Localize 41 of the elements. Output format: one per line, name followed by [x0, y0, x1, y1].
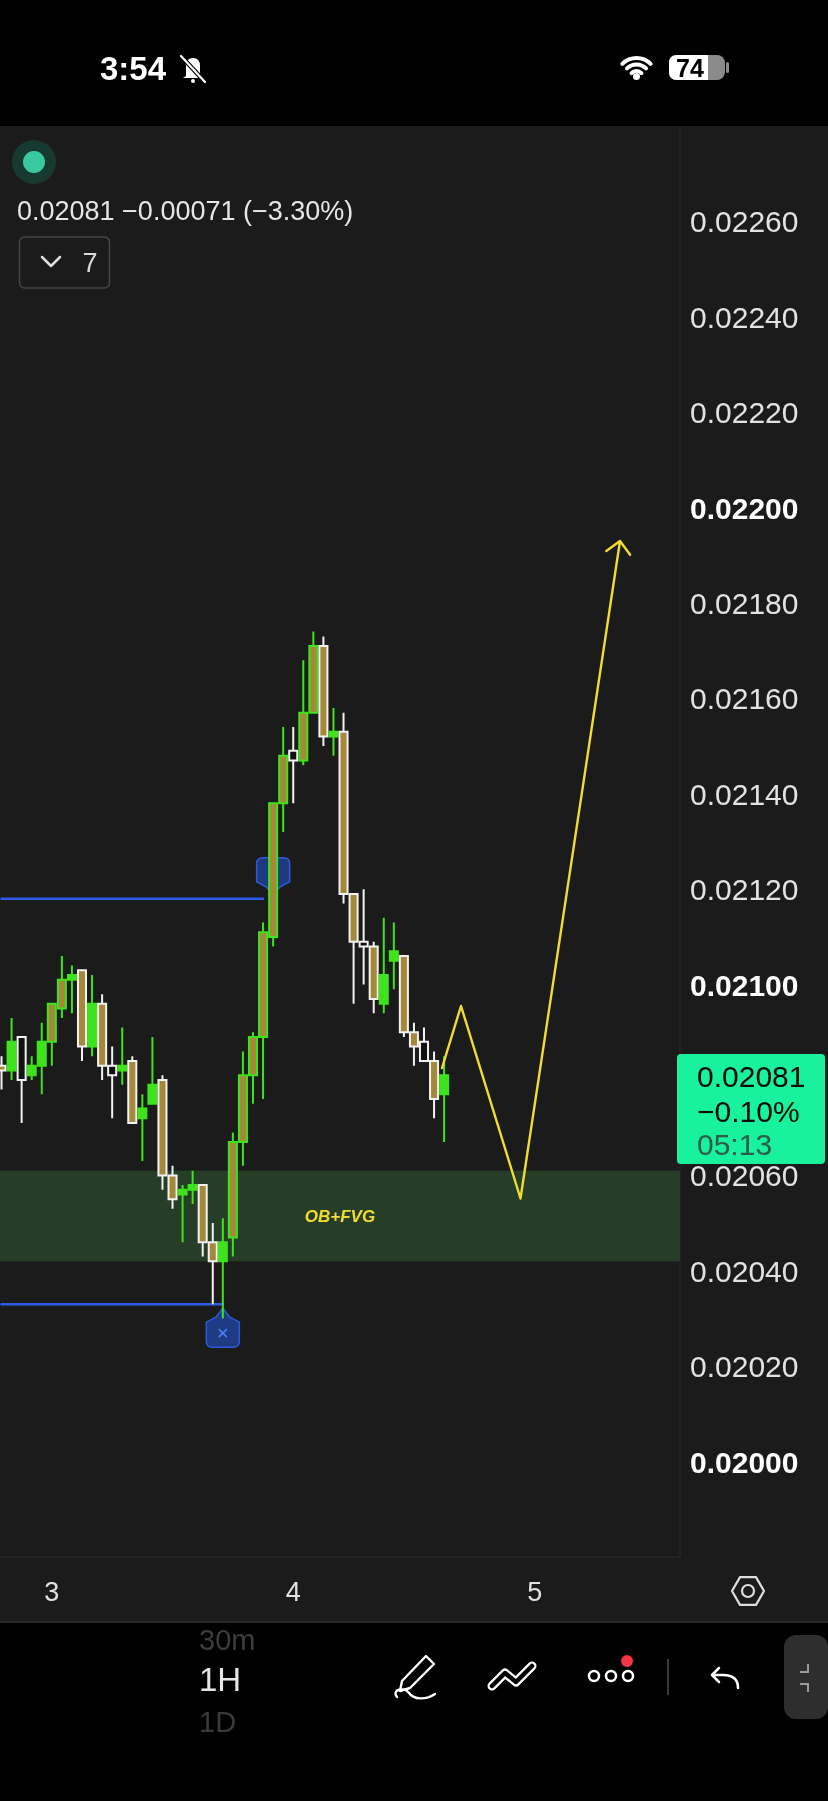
- text: 0.02081 −0.00071 (−3.30%): [17, 196, 354, 226]
- text: 30m: [199, 1624, 256, 1656]
- y-tick-label: 0.02200: [690, 491, 799, 525]
- text: 0.02081: [697, 1059, 806, 1093]
- candlestick: [127, 1055, 138, 1124]
- candlestick: [137, 1093, 148, 1163]
- candlestick: [147, 1036, 158, 1105]
- y-tick-label: 0.02180: [690, 586, 799, 620]
- y-tick-label: 0.02160: [690, 681, 799, 715]
- x-tick-label: 4: [285, 1577, 301, 1607]
- candlestick: [6, 1016, 17, 1081]
- x-tick-label: 3: [44, 1577, 60, 1607]
- text: −0.10%: [697, 1094, 800, 1128]
- text: 1D: [199, 1706, 237, 1738]
- candlestick: [76, 969, 88, 1062]
- y-tick-label: 0.02060: [690, 1158, 799, 1192]
- text: 1H: [199, 1660, 242, 1698]
- text: 74: [676, 54, 704, 82]
- candlestick: [87, 974, 98, 1058]
- candlestick: [217, 1217, 228, 1320]
- y-tick-label: 0.02120: [690, 872, 799, 906]
- y-tick-label: 0.02000: [690, 1445, 799, 1479]
- annotation: 7: [82, 248, 98, 278]
- y-tick-label: 0.02240: [690, 300, 799, 334]
- y-tick-label: 0.02260: [690, 204, 799, 238]
- candlestick: [388, 921, 399, 991]
- y-tick-label: 0.02100: [690, 968, 799, 1002]
- y-tick-label: 0.02020: [690, 1349, 799, 1383]
- candlestick: [328, 706, 339, 757]
- x-tick-label: 5: [527, 1577, 543, 1607]
- y-tick-label: 0.02040: [690, 1254, 799, 1288]
- band-label: OB+FVG: [304, 1206, 376, 1226]
- text: 05:13: [697, 1127, 773, 1161]
- candlestick: [16, 1036, 27, 1124]
- y-tick-label: 0.02220: [690, 395, 799, 429]
- candlestick: [288, 726, 299, 805]
- candlestick: [439, 1055, 450, 1144]
- candlestick: [117, 1026, 128, 1086]
- text: 3:54: [99, 49, 167, 87]
- candlestick: [378, 916, 389, 1015]
- y-tick-label: 0.02140: [690, 777, 799, 811]
